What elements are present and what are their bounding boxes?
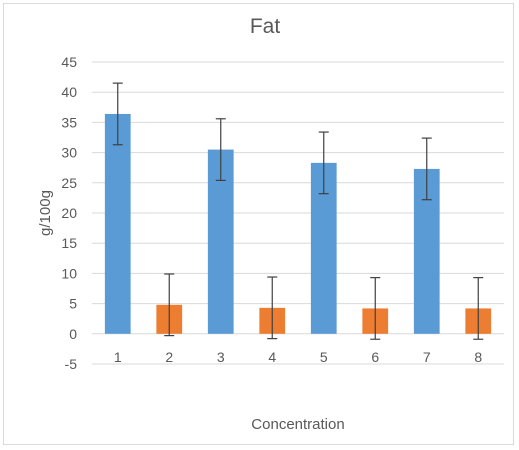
y-tick-label: 25 — [61, 175, 77, 191]
y-tick-label: -5 — [65, 356, 78, 372]
x-tick-label: 3 — [217, 349, 225, 365]
x-axis-label: Concentration — [251, 416, 344, 433]
x-tick-labels: 1 2 3 4 5 6 7 8 — [114, 349, 483, 365]
bars — [104, 82, 492, 340]
x-tick-label: 7 — [423, 349, 431, 365]
y-tick-label: 10 — [61, 265, 77, 281]
x-tick-label: 8 — [474, 349, 482, 365]
gridlines — [92, 61, 504, 365]
y-tick-label: 35 — [61, 114, 77, 130]
x-tick-label: 2 — [165, 349, 173, 365]
x-tick-label: 5 — [320, 349, 328, 365]
x-tick-label: 1 — [114, 349, 122, 365]
x-tick-label: 4 — [268, 349, 276, 365]
y-tick-label: 45 — [61, 54, 77, 70]
y-axis-label: g/100g — [37, 190, 54, 236]
bar — [104, 113, 131, 334]
y-tick-label: 0 — [69, 326, 77, 342]
x-tick-label: 6 — [371, 349, 379, 365]
chart-title: Fat — [250, 15, 281, 38]
y-tick-labels: 45 40 35 30 25 20 15 10 5 0 -5 — [61, 54, 77, 372]
y-tick-label: 15 — [61, 235, 77, 251]
y-tick-label: 30 — [61, 145, 77, 161]
y-tick-label: 5 — [69, 296, 77, 312]
y-tick-label: 40 — [61, 84, 77, 100]
y-tick-label: 20 — [61, 205, 77, 221]
